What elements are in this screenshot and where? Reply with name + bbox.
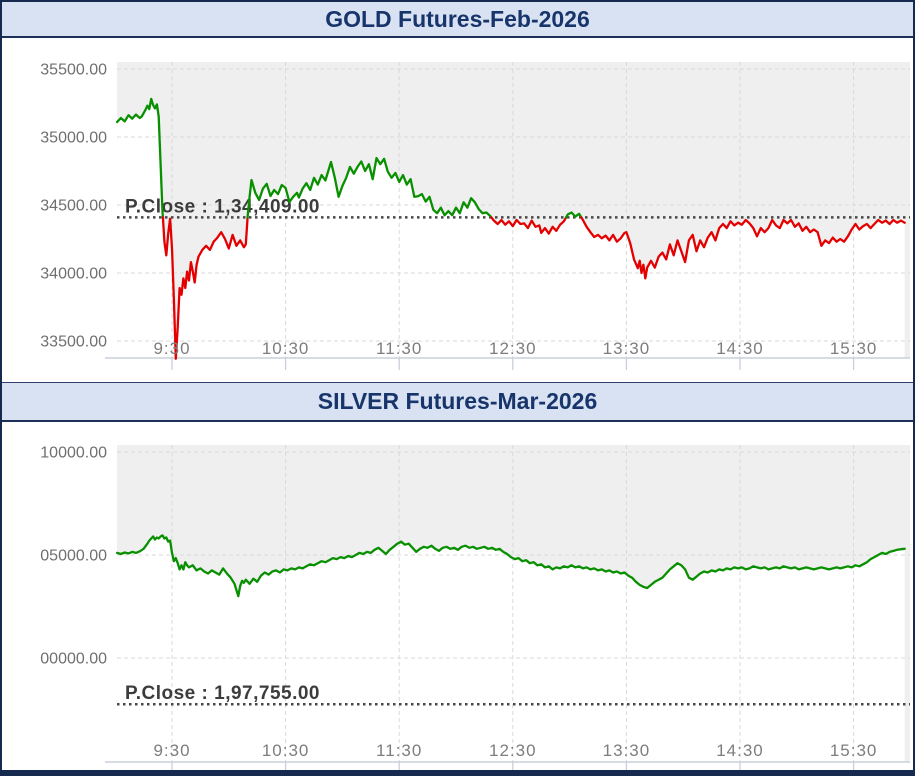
svg-text:05000.00: 05000.00 [40,548,107,565]
svg-text:10:30: 10:30 [262,339,310,358]
svg-text:12:30: 12:30 [489,741,537,760]
silver-chart-title: SILVER Futures-Mar-2026 [317,388,598,414]
svg-text:14:30: 14:30 [716,741,764,760]
gold-chart-title: GOLD Futures-Feb-2026 [325,5,590,32]
svg-text:10000.00: 10000.00 [40,445,107,462]
svg-text:15:30: 15:30 [830,741,878,760]
price-line [115,534,906,598]
svg-text:10:30: 10:30 [262,741,310,760]
svg-text:9:30: 9:30 [153,741,190,760]
svg-text:34000.00: 34000.00 [40,266,107,283]
gold-chart-canvas: P.Close : 1,34,409.00 35500.00 35000.00 345… [40,62,910,370]
svg-text:11:30: 11:30 [376,741,422,760]
x-axis-labels: 9:30 10:30 11:30 12:30 13:30 14:30 15:30 [153,339,878,358]
silver-chart-canvas: P.Close : 1,97,755.00 10000.00 05000.00 000… [40,445,910,770]
svg-text:35500.00: 35500.00 [40,62,107,79]
silver-price-chart: P.Close : 1,97,755.00 10000.00 05000.00 000… [2,422,913,770]
under-curve-fill [117,98,905,359]
y-axis-labels: 10000.00 05000.00 00000.00 [40,445,107,668]
svg-text:9:30: 9:30 [153,339,190,358]
price-line [115,97,906,360]
svg-text:12:30: 12:30 [489,339,537,358]
gold-price-chart: P.Close : 1,34,409.00 35500.00 35000.00 345… [2,38,913,382]
silver-chart-header: SILVER Futures-Mar-2026 [2,382,913,422]
svg-text:35000.00: 35000.00 [40,130,107,147]
under-curve-fill [117,535,905,762]
gold-chart-header: GOLD Futures-Feb-2026 [2,2,913,38]
y-axis-labels: 35500.00 35000.00 34500.00 34000.00 33500.00 [40,62,107,351]
bottom-border-bar [2,770,913,774]
gridlines [117,445,910,762]
svg-text:14:30: 14:30 [716,339,764,358]
gridlines [117,62,910,358]
svg-text:13:30: 13:30 [603,741,651,760]
svg-text:00000.00: 00000.00 [40,651,107,668]
svg-text:34500.00: 34500.00 [40,198,107,215]
x-axis-labels: 9:30 10:30 11:30 12:30 13:30 14:30 15:30 [153,741,878,760]
prev-close-label: P.Close : 1,34,409.00 [125,196,320,217]
svg-text:33500.00: 33500.00 [40,334,107,351]
x-axis [105,761,910,770]
svg-text:13:30: 13:30 [603,339,651,358]
svg-text:11:30: 11:30 [376,339,422,358]
svg-text:15:30: 15:30 [830,339,878,358]
prev-close-label: P.Close : 1,97,755.00 [125,683,320,704]
x-axis [105,357,910,370]
